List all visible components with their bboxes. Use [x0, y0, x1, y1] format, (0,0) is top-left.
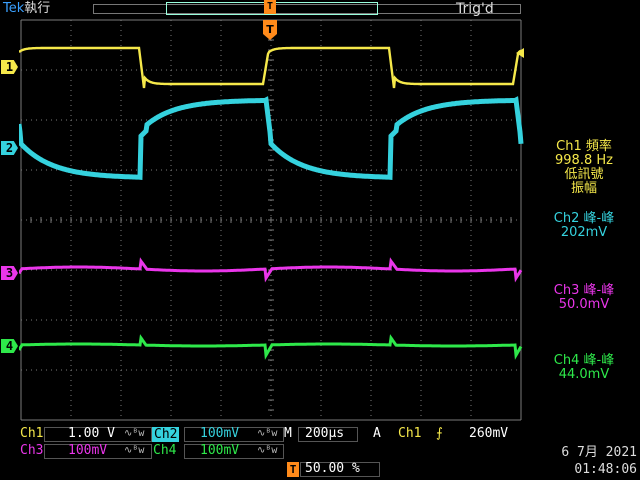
timebase-label: M: [284, 426, 292, 441]
ch3-pk-pk-measurement[interactable]: Ch3 峰-峰 50.0mV: [553, 283, 615, 312]
ch1-bw-limit-icon: ∿ᴮw: [124, 428, 145, 439]
ch1-frequency-measurement[interactable]: Ch1 頻率 998.8 Hz 低訊號 振幅: [555, 139, 613, 196]
record-length-bar: [93, 4, 521, 14]
ch4-label: Ch4: [153, 443, 177, 458]
ch2-pk-pk-measurement[interactable]: Ch2 峰-峰 202mV: [553, 211, 615, 240]
brand-logo: Tek: [3, 1, 25, 16]
ch1-label: Ch1: [20, 426, 44, 441]
trigger-state: Trig'd: [456, 1, 494, 17]
ch4-pk-pk-measurement[interactable]: Ch4 峰-峰 44.0mV: [553, 353, 615, 382]
graticule-grid: [20, 19, 522, 421]
ch2-waveform: [19, 96, 524, 180]
trigger-position-value[interactable]: 50.00 %: [305, 461, 360, 476]
run-status: 執行: [24, 1, 51, 16]
ch3-ground-marker[interactable]: 3: [1, 266, 18, 280]
trigger-point-marker: T: [263, 20, 277, 40]
trigger-level[interactable]: 260mV: [469, 426, 509, 441]
ch4-waveform: [19, 334, 523, 360]
brand-and-run-status: Tek執行: [3, 0, 50, 18]
date-time: 6 7月 2021 01:48:06: [533, 444, 637, 478]
timebase-value[interactable]: 200µs: [305, 426, 345, 441]
svg-text:T: T: [266, 23, 274, 36]
ch1-waveform: [19, 46, 522, 89]
trigger-position-icon[interactable]: T: [264, 0, 276, 14]
trigger-position-icon-bottom: T: [287, 462, 299, 477]
ch1-ground-marker[interactable]: 1: [1, 60, 18, 74]
ch3-label: Ch3: [20, 443, 44, 458]
ch2-scale[interactable]: 100mV: [200, 426, 240, 441]
ch2-bw-limit-icon: ∿ᴮw: [257, 428, 278, 439]
ch1-scale-box[interactable]: [44, 427, 152, 442]
ch2-label[interactable]: Ch2: [152, 427, 180, 442]
trigger-level-icon[interactable]: [516, 48, 524, 58]
time: 01:48:06: [574, 462, 637, 477]
ch3-scale-box[interactable]: [44, 444, 152, 459]
ch4-ground-marker[interactable]: 4: [1, 339, 18, 353]
ch3-scale[interactable]: 100mV: [68, 443, 108, 458]
trigger-mode: A: [373, 426, 381, 441]
ch4-bw-limit-icon: ∿ᴮw: [257, 445, 278, 456]
trigger-source[interactable]: Ch1: [398, 426, 422, 441]
ch3-waveform: [19, 257, 523, 283]
ch4-scale-box[interactable]: [184, 444, 284, 459]
timebase-box[interactable]: [298, 427, 358, 442]
trigger-position-box[interactable]: [300, 462, 380, 477]
ch4-scale[interactable]: 100mV: [200, 443, 240, 458]
trigger-slope-icon[interactable]: ⨍: [436, 426, 443, 441]
waveform-display[interactable]: T: [19, 18, 525, 424]
ch1-scale[interactable]: 1.00 V: [68, 426, 115, 441]
ch2-ground-marker[interactable]: 2: [1, 141, 18, 155]
date: 6 7月 2021: [561, 445, 637, 460]
ch2-scale-box[interactable]: [184, 427, 284, 442]
ch3-bw-limit-icon: ∿ᴮw: [124, 445, 145, 456]
